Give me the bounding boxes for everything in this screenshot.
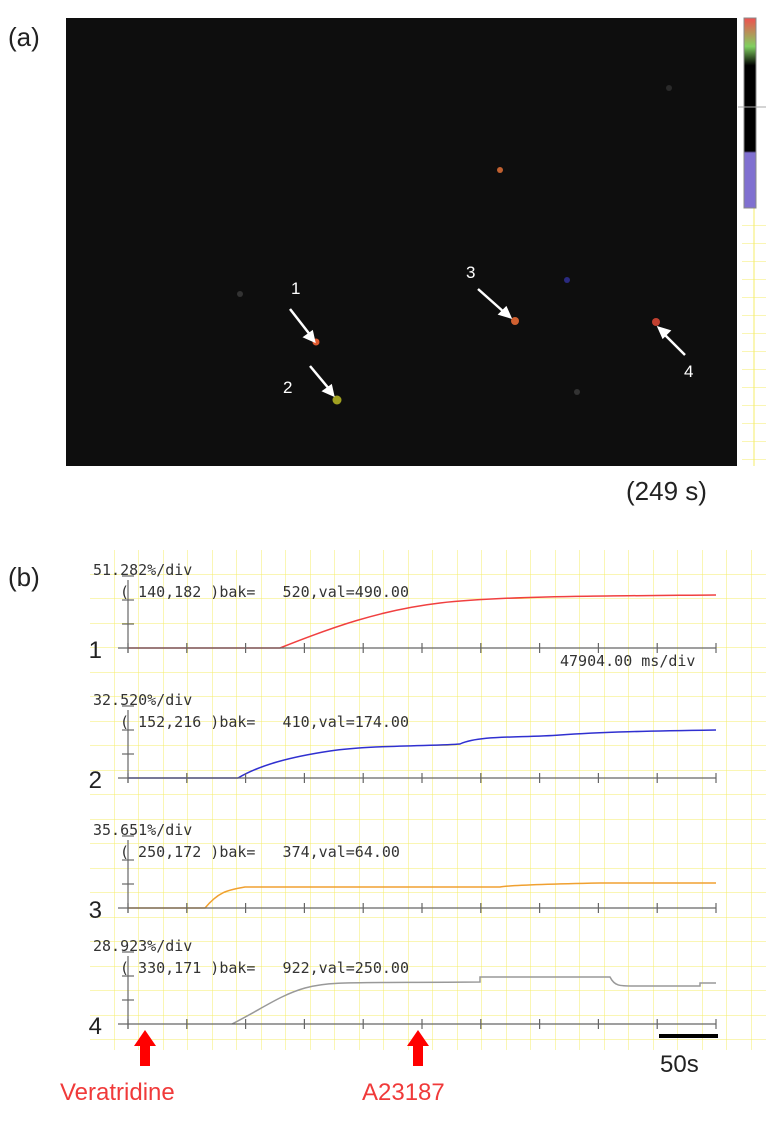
panel-label: (b)	[8, 562, 40, 592]
trace-label: 2	[89, 767, 102, 794]
trace-grid	[90, 550, 766, 1050]
trace-info: ( 152,216 )bak= 410,val=174.00	[120, 713, 409, 731]
traces	[128, 594, 717, 1025]
fluorescence-image	[66, 18, 737, 466]
cell-label: 1	[291, 279, 300, 298]
trace-scale: 32.520%/div	[93, 691, 192, 709]
trace-info: ( 140,182 )bak= 520,val=490.00	[120, 583, 409, 601]
cell-label: 2	[283, 378, 292, 397]
cell-label: 4	[684, 362, 693, 381]
axes	[118, 575, 717, 1029]
marker-arrows	[134, 1030, 429, 1066]
trace-label: 4	[89, 1013, 102, 1040]
marker-label: A23187	[362, 1079, 445, 1106]
trace-label: 3	[89, 897, 102, 924]
trace-scale: 35.651%/div	[93, 821, 192, 839]
arrows	[289, 288, 686, 398]
trace-info: ( 330,171 )bak= 922,val=250.00	[120, 959, 409, 977]
trace-scale: 28.923%/div	[93, 937, 192, 955]
color-bar	[743, 17, 757, 209]
marker-label: Veratridine	[60, 1079, 175, 1106]
trace-info: ( 250,172 )bak= 374,val=64.00	[120, 843, 400, 861]
cell-label: 3	[466, 263, 475, 282]
time-scale: 47904.00 ms/div	[560, 652, 695, 670]
scale-bar-label: 50s	[660, 1051, 699, 1078]
grid-strip	[742, 208, 766, 466]
trace-label: 1	[89, 637, 102, 664]
time-label: (249 s)	[626, 476, 707, 506]
trace-scale: 51.282%/div	[93, 561, 192, 579]
cells	[237, 85, 672, 405]
panel-label: (a)	[8, 22, 40, 52]
